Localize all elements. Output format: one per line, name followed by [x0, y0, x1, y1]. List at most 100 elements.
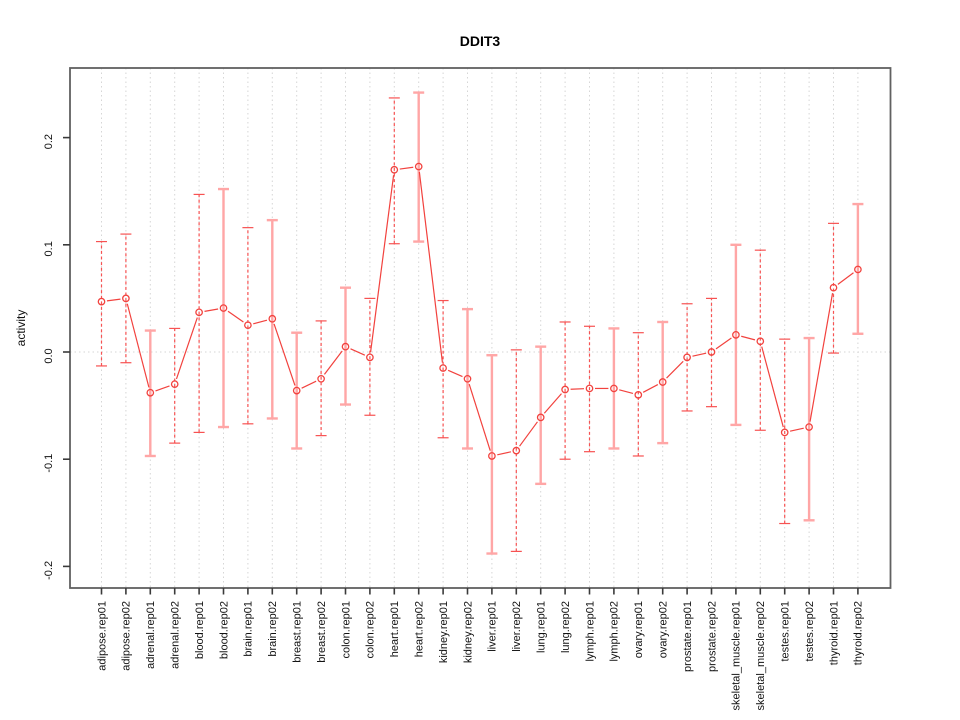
x-tick-label: prostate.rep02: [706, 601, 718, 672]
x-tick-label: testes.rep02: [804, 601, 816, 662]
series-line-segment: [666, 360, 684, 379]
error-bar: [657, 320, 669, 445]
series-line-segment: [642, 384, 659, 393]
error-bar: [437, 299, 449, 439]
data-point-marker: [244, 321, 252, 330]
series-line-segment: [497, 451, 512, 456]
error-bar: [96, 240, 107, 367]
series-line-segment: [106, 298, 121, 302]
plot-frame: [69, 67, 892, 589]
data-point-marker: [317, 374, 325, 383]
series-line-segment: [570, 388, 585, 390]
data-point-marker: [463, 374, 472, 383]
data-point-marker: [707, 348, 716, 356]
error-bar: [535, 345, 547, 486]
error-bar: [462, 307, 473, 450]
series-line-segment: [741, 335, 756, 341]
error-bar: [169, 327, 181, 444]
x-tick-label: thyroid.rep02: [853, 601, 865, 665]
series-line-segment: [761, 346, 784, 428]
x-tick-label: ovary.rep01: [633, 601, 645, 658]
axis-layer: -0.2 -0.1 0.0 0.1 0.2 adipose.rep01 adipose.re…: [43, 67, 892, 710]
x-tick-label: adrenal.rep01: [145, 601, 157, 669]
data-point-marker: [780, 428, 789, 437]
x-tick-label: ovary.rep02: [658, 601, 670, 658]
chart-title: DDIT3: [460, 33, 501, 49]
data-point-marker: [829, 283, 838, 292]
error-bar: [340, 286, 351, 406]
x-tick-label: heart.rep02: [414, 601, 426, 657]
series-line-segment: [227, 310, 244, 323]
series-line-segment: [155, 385, 170, 392]
y-tick-label: 0.2: [43, 134, 55, 149]
data-point-marker: [658, 378, 667, 386]
series-line-segment: [619, 389, 634, 395]
error-bar: [144, 329, 156, 458]
data-point-marker: [122, 294, 130, 303]
series-line-segment: [204, 308, 219, 312]
data-point-marker: [268, 314, 277, 323]
data-point-marker: [561, 385, 569, 394]
x-tick-label: adipose.rep01: [96, 601, 108, 671]
x-tick-label: skeletal_muscle.rep01: [731, 601, 743, 710]
data-point-marker: [390, 165, 399, 174]
data-point-marker: [366, 353, 374, 362]
error-bar: [754, 249, 766, 431]
x-tick-label: liver.rep02: [511, 601, 523, 652]
x-tick-label: colon.rep02: [365, 601, 377, 659]
series-line-segment: [809, 292, 834, 422]
error-bar: [706, 297, 717, 408]
series-line-segment: [175, 317, 198, 380]
grid-layer: [70, 68, 891, 588]
error-bar: [218, 187, 229, 429]
data-point-marker: [219, 304, 228, 312]
error-bar: [828, 222, 839, 354]
data-point-marker: [683, 353, 691, 362]
error-bar: [681, 303, 693, 412]
data-point-marker: [805, 423, 813, 431]
x-tick-label: brain.rep01: [243, 601, 255, 657]
series-line-segment: [273, 323, 296, 386]
error-bar: [632, 332, 644, 457]
data-point-marker: [292, 386, 301, 395]
error-bar: [120, 233, 132, 364]
data-point-marker: [170, 380, 179, 389]
series-line-segment: [789, 427, 804, 432]
y-tick-label: -0.2: [43, 561, 55, 580]
data-point-marker: [195, 308, 203, 317]
data-point-marker: [146, 388, 155, 397]
data-point-marker: [610, 384, 618, 393]
series-line-segment: [301, 380, 317, 389]
series-line-segment: [253, 319, 268, 325]
error-bar: [315, 320, 327, 437]
x-tick-label: lung.rep02: [560, 601, 572, 653]
x-tick-label: brain.rep02: [267, 601, 279, 657]
series-line-segment: [370, 175, 395, 352]
error-bar: [730, 243, 742, 427]
data-point-marker: [97, 297, 106, 306]
y-tick-label: 0.1: [43, 241, 55, 256]
series-line-segment: [350, 348, 366, 356]
x-tick-label: heart.rep01: [389, 601, 401, 657]
x-tick-label: lymph.rep01: [584, 601, 596, 662]
data-point-marker: [512, 446, 521, 455]
y-tick-label: 0.0: [43, 348, 55, 363]
error-bar: [291, 331, 303, 450]
x-tick-label: kidney.rep01: [438, 601, 450, 663]
error-bar: [559, 321, 571, 460]
data-point-marker: [585, 384, 594, 393]
x-tick-label: adipose.rep02: [121, 601, 133, 671]
x-tick-label: kidney.rep02: [462, 601, 474, 663]
series-line-segment: [519, 421, 538, 447]
data-point-marker: [488, 452, 496, 460]
error-bar: [779, 338, 791, 525]
error-bar: [193, 193, 205, 433]
x-tick-label: blood.rep02: [218, 601, 230, 659]
data-point-marker: [756, 337, 765, 346]
y-tick-label: -0.1: [43, 454, 55, 473]
series-line-segment: [715, 337, 732, 350]
data-point-marker: [536, 413, 545, 422]
data-point-marker: [854, 265, 862, 274]
